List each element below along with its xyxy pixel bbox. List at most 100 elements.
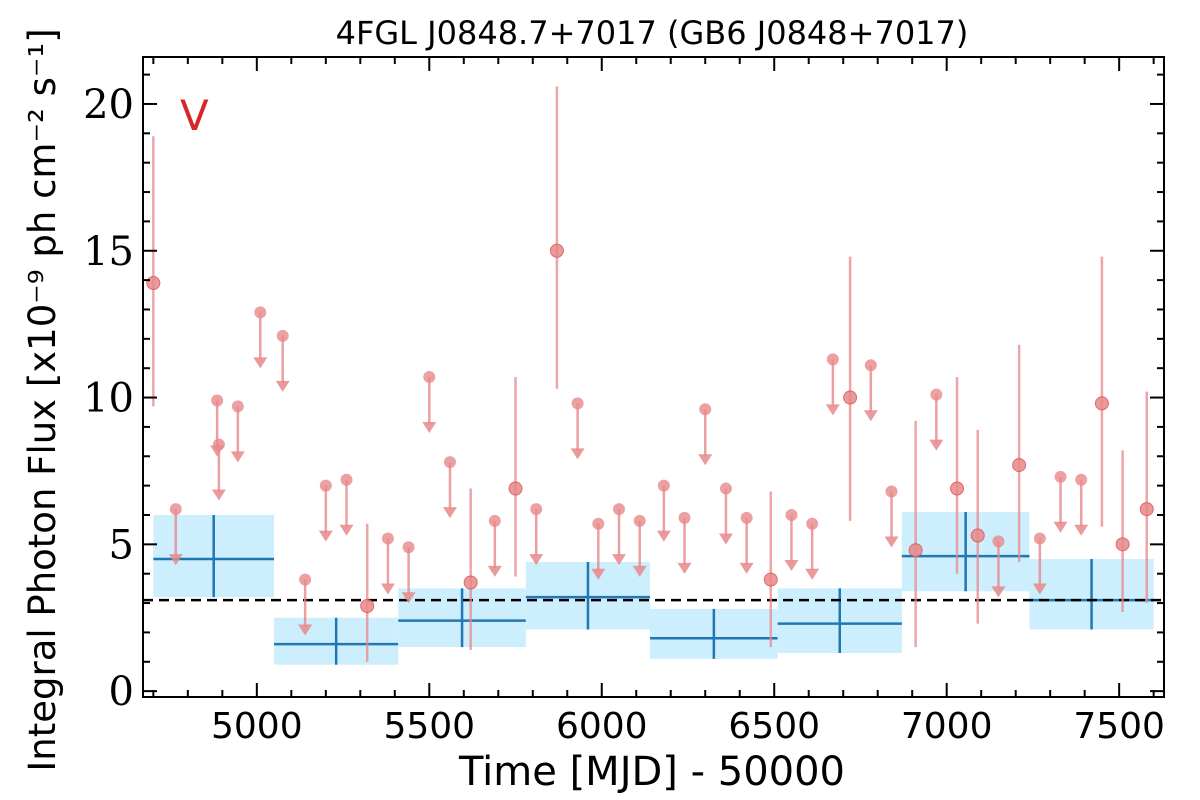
upper-limit-arrow (863, 410, 878, 422)
upper-limits-layer (168, 306, 1089, 636)
x-tick-label: 7500 (1073, 706, 1165, 747)
detection-marker (508, 481, 523, 496)
detection-marker (843, 390, 858, 405)
upper-limit-arrow (591, 568, 606, 580)
upper-limit-arrow (884, 536, 899, 548)
upper-limit-arrow (632, 565, 647, 577)
upper-limit (318, 479, 333, 542)
upper-limit-marker (699, 403, 712, 416)
flux-bin (777, 588, 902, 653)
upper-limit-arrow (991, 586, 1006, 598)
upper-limit (632, 514, 647, 577)
flux-bin (650, 608, 778, 659)
upper-limit-marker (211, 394, 224, 407)
flux-bin (901, 512, 1030, 592)
upper-limit-marker (678, 511, 691, 524)
upper-limit-arrow (739, 562, 754, 574)
upper-limit (591, 517, 606, 580)
upper-limit-arrow (275, 380, 290, 392)
upper-limit (298, 573, 313, 636)
upper-limit (1053, 470, 1068, 533)
detection-point (1115, 450, 1130, 612)
detection-marker (950, 481, 965, 496)
upper-limit-arrow (298, 624, 313, 636)
upper-limit-marker (826, 353, 839, 366)
upper-limit-marker (864, 359, 877, 372)
detection-marker (763, 572, 778, 587)
detection-marker (1115, 537, 1130, 552)
y-axis-ticks: 0 5 10 15 20 (83, 73, 1164, 715)
upper-limit-marker (423, 371, 436, 383)
detection-marker (1012, 458, 1027, 473)
detections-layer (146, 86, 1154, 662)
upper-limit-arrow (442, 507, 457, 519)
upper-limit-marker (319, 479, 332, 492)
detection-marker (1139, 502, 1154, 517)
upper-limit-marker (254, 306, 267, 319)
upper-limit-marker (299, 573, 312, 586)
upper-limit-marker (1033, 532, 1046, 545)
x-tick-label: 6500 (728, 706, 820, 747)
flux-bin (525, 561, 651, 630)
detection-point (1012, 344, 1027, 562)
x-axis-label: Time [MJD] - 50000 (458, 749, 845, 795)
upper-limit (1032, 532, 1047, 595)
x-tick-label: 5500 (383, 706, 475, 747)
upper-limit (275, 329, 290, 392)
upper-limit-arrow (487, 565, 502, 577)
detection-marker (908, 543, 923, 558)
upper-limit-marker (212, 438, 225, 451)
detection-point (463, 488, 478, 651)
detection-point (1139, 391, 1154, 604)
upper-limit-arrow (805, 568, 820, 580)
upper-limit (230, 400, 245, 463)
detection-point (146, 136, 161, 407)
upper-limit-arrow (698, 454, 713, 466)
upper-limit-marker (930, 388, 943, 401)
upper-limit-marker (740, 511, 753, 524)
upper-limit-arrow (230, 451, 245, 463)
upper-limit (739, 511, 754, 574)
upper-limit-marker (657, 479, 670, 492)
detection-point (1094, 256, 1109, 527)
upper-limit (718, 482, 733, 545)
upper-limit-arrow (401, 592, 416, 604)
upper-limit-marker (488, 514, 501, 527)
upper-limit-arrow (570, 448, 585, 460)
upper-limit-arrow (211, 489, 226, 501)
plot-area (143, 86, 1164, 665)
upper-limit (442, 456, 457, 519)
upper-limit-marker (1054, 470, 1067, 483)
upper-limit-arrow (656, 530, 671, 542)
upper-limit-marker (633, 514, 646, 527)
upper-limit (698, 403, 713, 466)
upper-limit-arrow (253, 357, 268, 369)
upper-limit-arrow (318, 530, 333, 542)
chart-title: 4FGL J0848.7+7017 (GB6 J0848+7017) (336, 14, 969, 52)
flux-bin (274, 617, 399, 665)
detection-point (950, 377, 965, 574)
upper-limit (253, 306, 268, 369)
detection-marker (970, 528, 985, 543)
detection-marker (146, 276, 161, 291)
upper-limit-marker (443, 456, 456, 469)
upper-limit-marker (613, 503, 626, 516)
upper-limit-marker (806, 517, 819, 530)
upper-limit (380, 532, 395, 595)
upper-limit-arrow (422, 421, 437, 433)
y-tick-label: 20 (83, 82, 134, 128)
detection-marker (1094, 396, 1109, 411)
upper-limit-marker (340, 473, 353, 486)
upper-limit-arrow (612, 554, 627, 566)
upper-limit-marker (992, 535, 1005, 548)
upper-limit-arrow (825, 404, 840, 416)
upper-limit-marker (885, 485, 898, 498)
detection-point (549, 86, 564, 389)
x-axis-ticks: 5000 5500 6000 6500 7000 7500 (152, 57, 1165, 747)
y-tick-label: 5 (109, 522, 134, 568)
upper-limit (929, 388, 944, 451)
upper-limit-arrow (168, 554, 183, 566)
upper-limit (211, 438, 226, 501)
plot-frame (142, 56, 1165, 698)
